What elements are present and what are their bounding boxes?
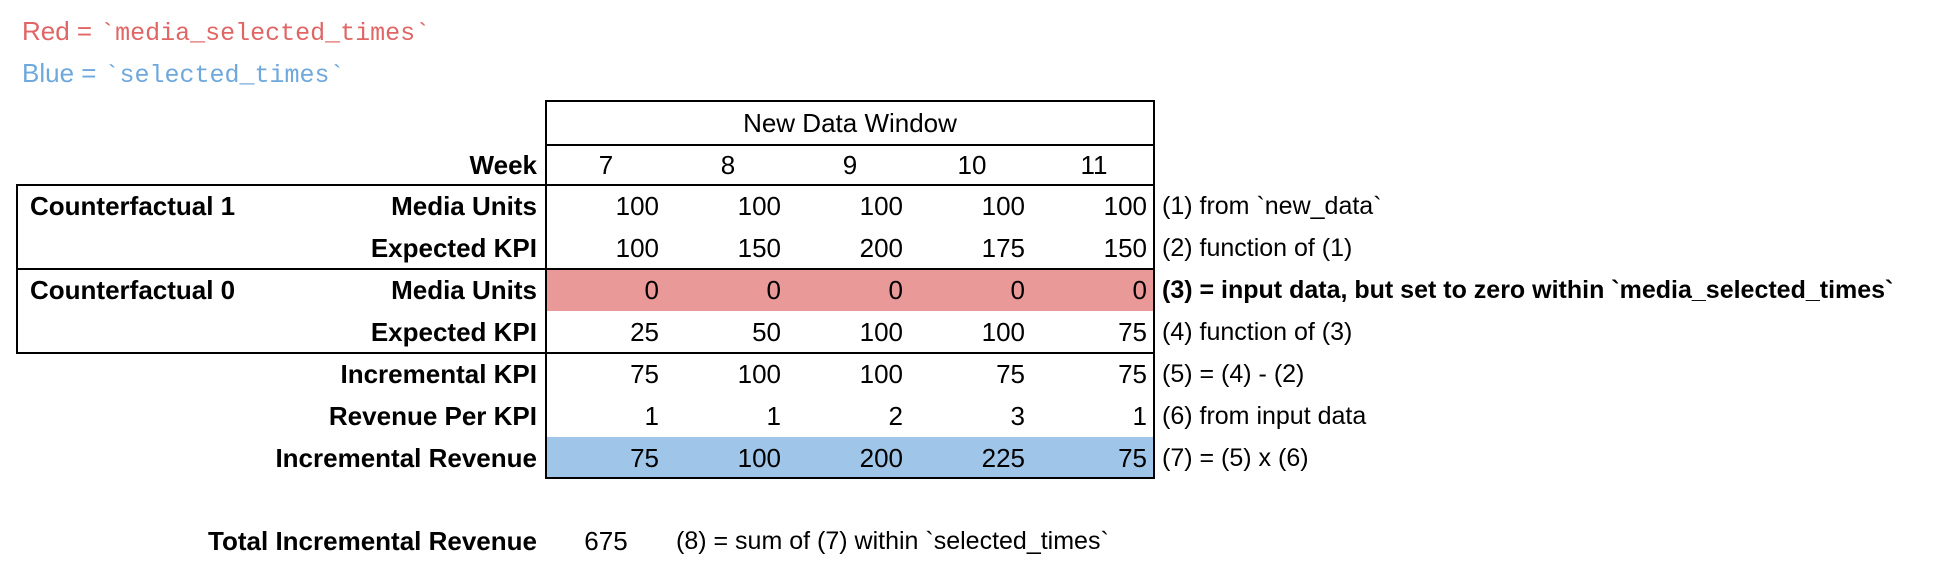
row-label: Expected KPI (370, 233, 537, 263)
data-cell: 100 (1103, 191, 1147, 221)
data-cell: 75 (996, 359, 1025, 389)
row-label: Media Units (391, 191, 537, 221)
total-label: Total Incremental Revenue (208, 526, 537, 556)
group-box-left-border (16, 184, 18, 354)
header-divider (545, 144, 1155, 146)
legend-blue-label: Blue = (22, 58, 97, 88)
group-label-counterfactual-1: Counterfactual 1 (30, 191, 236, 221)
legend-red-line: Red = `media_selected_times` (22, 10, 430, 52)
data-cell: 100 (859, 359, 903, 389)
row-label: Revenue Per KPI (328, 401, 537, 431)
data-cell: 100 (615, 191, 659, 221)
legend-red-code: `media_selected_times` (100, 19, 431, 48)
data-cell: 100 (981, 191, 1025, 221)
week-header-cell: 10 (957, 150, 987, 180)
total-value: 675 (584, 526, 628, 556)
data-cell: 2 (888, 401, 903, 431)
row-label: Incremental KPI (340, 359, 537, 389)
data-cell: 0 (644, 275, 659, 305)
data-cell: 100 (737, 443, 781, 473)
data-cell: 100 (981, 317, 1025, 347)
week-header-cell: 11 (1080, 150, 1108, 180)
annotation: (4) function of (3) (1162, 318, 1353, 346)
data-cell: 0 (766, 275, 781, 305)
data-cell: 0 (888, 275, 903, 305)
data-cell: 150 (1103, 233, 1147, 263)
data-cell: 75 (1118, 317, 1147, 347)
week-header-cell: 8 (720, 150, 736, 180)
data-cell: 0 (1132, 275, 1147, 305)
media-selected-times-highlight (545, 269, 1155, 311)
data-cell: 100 (859, 317, 903, 347)
data-cell: 1 (1132, 401, 1147, 431)
week-header-cell: 7 (598, 150, 614, 180)
week-header-cell: 9 (842, 150, 858, 180)
row-label: Expected KPI (370, 317, 537, 347)
data-cell: 25 (630, 317, 659, 347)
data-cell: 75 (630, 359, 659, 389)
annotation: (6) from input data (1162, 402, 1367, 430)
week-row-divider (16, 184, 1155, 186)
data-cell: 1 (766, 401, 781, 431)
counterfactual-table: New Data Window Week 7 8 9 10 11 Counter… (16, 100, 1956, 574)
group-label-counterfactual-0: Counterfactual 0 (30, 275, 236, 305)
legend-blue-line: Blue = `selected_times` (22, 52, 430, 94)
counterfactual0-bottom-divider (16, 352, 1155, 354)
data-area-border (545, 100, 1155, 479)
data-cell: 225 (981, 443, 1025, 473)
row-label: Media Units (391, 275, 537, 305)
data-cell: 0 (1010, 275, 1025, 305)
legend-blue-code: `selected_times` (104, 61, 345, 90)
data-cell: 3 (1010, 401, 1025, 431)
annotation: (7) = (5) x (6) (1162, 444, 1309, 472)
data-cell: 75 (1118, 359, 1147, 389)
week-row-label: Week (469, 150, 537, 180)
data-cell: 1 (644, 401, 659, 431)
data-cell: 175 (981, 233, 1025, 263)
counterfactual-divider (16, 268, 1155, 270)
annotation: (5) = (4) - (2) (1162, 360, 1305, 388)
legend: Red = `media_selected_times` Blue = `selec… (22, 10, 430, 94)
annotation: (1) from `new_data` (1162, 192, 1382, 220)
row-label: Incremental Revenue (275, 443, 537, 473)
data-cell: 75 (630, 443, 659, 473)
total-annotation: (8) = sum of (7) within `selected_times` (676, 527, 1109, 555)
data-cell: 200 (859, 443, 903, 473)
data-cell: 100 (615, 233, 659, 263)
legend-red-label: Red = (22, 16, 93, 46)
data-cell: 100 (859, 191, 903, 221)
data-cell: 100 (737, 359, 781, 389)
data-cell: 50 (752, 317, 781, 347)
data-cell: 75 (1118, 443, 1147, 473)
table-title: New Data Window (743, 108, 957, 138)
data-cell: 100 (737, 191, 781, 221)
annotation: (2) function of (1) (1162, 234, 1353, 262)
data-cell: 150 (737, 233, 781, 263)
annotation: (3) = input data, but set to zero within… (1162, 276, 1894, 304)
selected-times-highlight (545, 437, 1155, 479)
data-cell: 200 (859, 233, 903, 263)
